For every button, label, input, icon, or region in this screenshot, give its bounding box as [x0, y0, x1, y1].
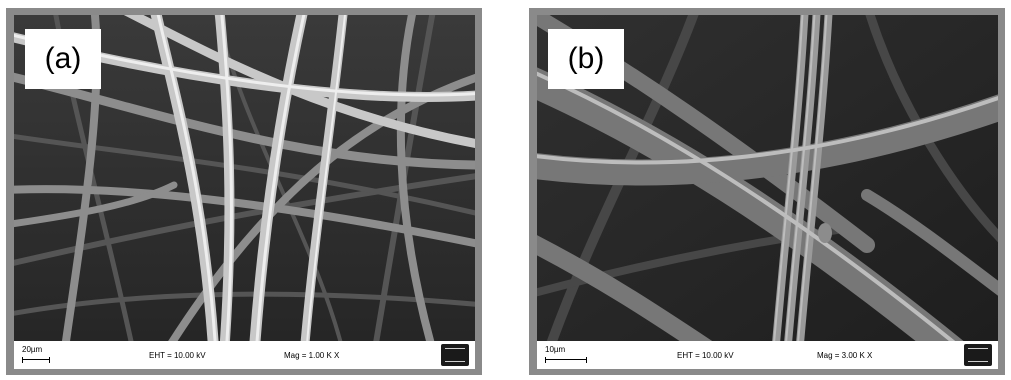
eht-readout: EHT = 10.00 kV [677, 351, 734, 360]
scale-bar-label: 20µm [22, 345, 43, 354]
sem-image-b: (b) [537, 15, 998, 341]
eht-readout: EHT = 10.00 kV [149, 351, 206, 360]
panel-label: (b) [548, 29, 624, 89]
zeiss-logo [964, 344, 992, 366]
magnification-readout: Mag = 1.00 K X [284, 351, 340, 360]
zeiss-logo [441, 344, 469, 366]
micrograph-panel-b: (b) 10µm EHT = 10.00 kV Mag = 3.00 K X [529, 8, 1005, 375]
magnification-readout: Mag = 3.00 K X [817, 351, 873, 360]
panel-label: (a) [25, 29, 101, 89]
sem-data-bar: 20µm EHT = 10.00 kV Mag = 1.00 K X [14, 341, 475, 369]
scale-bar-label: 10µm [545, 345, 566, 354]
scale-bar [545, 357, 587, 363]
sem-data-bar: 10µm EHT = 10.00 kV Mag = 3.00 K X [537, 341, 998, 369]
micrograph-panel-a: (a) 20µm EHT = 10.00 kV Mag = 1.00 K X [6, 8, 482, 375]
sem-image-a: (a) [14, 15, 475, 341]
scale-bar [22, 357, 50, 363]
